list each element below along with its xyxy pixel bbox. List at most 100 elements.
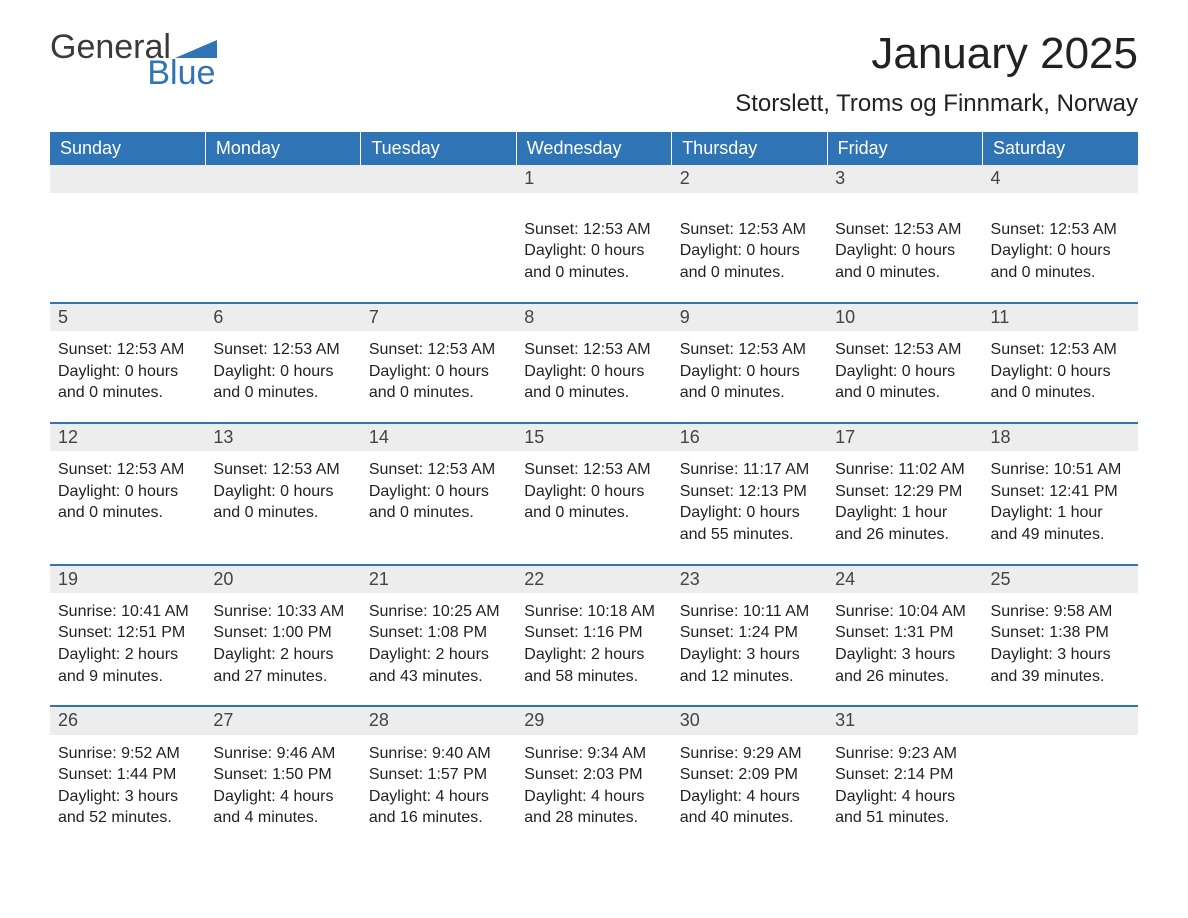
sunset-line: Sunset: 1:08 PM: [369, 622, 508, 644]
day-content-cell: Sunrise: 9:29 AMSunset: 2:09 PMDaylight:…: [672, 735, 827, 847]
sunrise-line: Sunrise: 9:29 AM: [680, 743, 819, 765]
sunset-line: Sunset: 12:53 AM: [369, 459, 508, 481]
day-number-cell: 10: [827, 304, 982, 331]
sunrise-line: Sunrise: 9:40 AM: [369, 743, 508, 765]
content-row: Sunset: 12:53 AMDaylight: 0 hours and 0 …: [50, 331, 1138, 423]
sunset-line: Sunset: 1:57 PM: [369, 764, 508, 786]
sunset-line: Sunset: 12:53 AM: [991, 339, 1130, 361]
day-content-cell: Sunset: 12:53 AMDaylight: 0 hours and 0 …: [983, 331, 1138, 423]
day-content-cell: Sunrise: 9:40 AMSunset: 1:57 PMDaylight:…: [361, 735, 516, 847]
day-header: Wednesday: [516, 132, 671, 165]
sunset-line: Sunset: 12:13 PM: [680, 481, 819, 503]
day-number-cell: 5: [50, 304, 205, 331]
sunset-line: Sunset: 12:53 AM: [213, 339, 352, 361]
sunrise-line: Sunrise: 10:33 AM: [213, 601, 352, 623]
day-header-row: Sunday Monday Tuesday Wednesday Thursday…: [50, 132, 1138, 165]
sunset-line: Sunset: 12:51 PM: [58, 622, 197, 644]
daylight-line: Daylight: 4 hours and 16 minutes.: [369, 786, 508, 829]
daylight-line: Daylight: 0 hours and 0 minutes.: [680, 240, 819, 283]
day-header: Monday: [205, 132, 360, 165]
sunset-line: Sunset: 12:41 PM: [991, 481, 1130, 503]
daylight-line: Daylight: 4 hours and 51 minutes.: [835, 786, 974, 829]
daynum-row: 12131415161718: [50, 424, 1138, 451]
day-number-cell: 3: [827, 165, 982, 192]
sunrise-line: Sunrise: 9:52 AM: [58, 743, 197, 765]
day-number-cell: 20: [205, 566, 360, 593]
day-content-cell: Sunrise: 11:02 AMSunset: 12:29 PMDayligh…: [827, 451, 982, 564]
daylight-line: Daylight: 0 hours and 0 minutes.: [369, 361, 508, 404]
day-content-cell: [361, 211, 516, 303]
day-header: Friday: [827, 132, 982, 165]
daylight-line: Daylight: 0 hours and 0 minutes.: [991, 240, 1130, 283]
day-content-cell: Sunset: 12:53 AMDaylight: 0 hours and 0 …: [50, 451, 205, 564]
content-row: Sunrise: 9:52 AMSunset: 1:44 PM Daylight:…: [50, 735, 1138, 847]
daylight-line: Daylight: 4 hours and 4 minutes.: [213, 786, 352, 829]
sunrise-line: Sunrise: 9:58 AM: [991, 601, 1130, 623]
sunset-line: Sunset: 12:53 AM: [58, 459, 197, 481]
day-number-cell: 18: [983, 424, 1138, 451]
daylight-line: Daylight: 2 hours and 27 minutes.: [213, 644, 352, 687]
sunset-line: Sunset: 1:00 PM: [213, 622, 352, 644]
title-block: January 2025 Storslett, Troms og Finnmar…: [735, 30, 1138, 132]
day-number-cell: 21: [361, 566, 516, 593]
sunset-line: Sunset: 12:53 AM: [369, 339, 508, 361]
day-content-cell: Sunrise: 10:11 AMSunset: 1:24 PMDaylight…: [672, 593, 827, 706]
daynum-row: 567891011: [50, 304, 1138, 331]
sunset-line: Sunset: 1:31 PM: [835, 622, 974, 644]
day-content-cell: Sunrise: 9:58 AMSunset: 1:38 PMDaylight:…: [983, 593, 1138, 706]
day-number-cell: 29: [516, 707, 671, 734]
day-number-cell: 13: [205, 424, 360, 451]
daylight-line: Daylight: 0 hours and 55 minutes.: [680, 502, 819, 545]
sunrise-line: Sunrise: 11:17 AM: [680, 459, 819, 481]
content-row: Sunrise: 10:41 AMSunset: 12:51 PMDayligh…: [50, 593, 1138, 706]
day-content-cell: Sunrise: 9:52 AMSunset: 1:44 PMDaylight:…: [50, 735, 205, 847]
sunset-line: Sunset: 1:44 PM: [58, 764, 197, 786]
day-content-cell: Sunrise: 10:33 AMSunset: 1:00 PMDaylight…: [205, 593, 360, 706]
day-header: Saturday: [983, 132, 1138, 165]
day-number-cell: [205, 165, 360, 192]
day-number-cell: 23: [672, 566, 827, 593]
sunrise-line: Sunrise: 9:23 AM: [835, 743, 974, 765]
day-content-cell: Sunrise: 9:34 AMSunset: 2:03 PMDaylight:…: [516, 735, 671, 847]
sunrise-line: Sunrise: 10:04 AM: [835, 601, 974, 623]
sunrise-line: Sunrise: 11:02 AM: [835, 459, 974, 481]
content-row: Sunset: 12:53 AMDaylight: 0 hours and 0 …: [50, 211, 1138, 303]
daylight-line: Daylight: 0 hours and 0 minutes.: [213, 481, 352, 524]
calendar-body: 1234Sunset: 12:53 AMDaylight: 0 hours an…: [50, 165, 1138, 847]
day-number-cell: 16: [672, 424, 827, 451]
day-number-cell: 1: [516, 165, 671, 192]
daylight-line: Daylight: 0 hours and 0 minutes.: [58, 361, 197, 404]
day-number-cell: 8: [516, 304, 671, 331]
daylight-line: Daylight: 2 hours and 58 minutes.: [524, 644, 663, 687]
day-number-cell: 26: [50, 707, 205, 734]
day-content-cell: Sunrise: 10:41 AMSunset: 12:51 PMDayligh…: [50, 593, 205, 706]
day-number-cell: 15: [516, 424, 671, 451]
day-content-cell: [50, 211, 205, 303]
day-number-cell: [50, 165, 205, 192]
header-row: General Blue January 2025 Storslett, Tro…: [50, 30, 1138, 132]
day-header: Tuesday: [361, 132, 516, 165]
daynum-row: 1234: [50, 165, 1138, 192]
sunset-line: Sunset: 12:53 AM: [58, 339, 197, 361]
daylight-line: Daylight: 0 hours and 0 minutes.: [524, 240, 663, 283]
daylight-line: Daylight: 0 hours and 0 minutes.: [524, 481, 663, 524]
daynum-row: 262728293031: [50, 707, 1138, 734]
sunset-line: Sunset: 12:53 AM: [680, 339, 819, 361]
daylight-line: Daylight: 0 hours and 0 minutes.: [524, 361, 663, 404]
day-number-cell: 2: [672, 165, 827, 192]
sunrise-line: Sunrise: 10:18 AM: [524, 601, 663, 623]
day-content-cell: Sunset: 12:53 AMDaylight: 0 hours and 0 …: [516, 331, 671, 423]
day-number-cell: 22: [516, 566, 671, 593]
day-content-cell: Sunset: 12:53 AMDaylight: 0 hours and 0 …: [516, 211, 671, 303]
day-number-cell: [983, 707, 1138, 734]
sunset-line: Sunset: 12:29 PM: [835, 481, 974, 503]
daylight-line: Daylight: 3 hours and 39 minutes.: [991, 644, 1130, 687]
sunset-line: Sunset: 1:50 PM: [213, 764, 352, 786]
day-content-cell: Sunrise: 10:18 AMSunset: 1:16 PMDaylight…: [516, 593, 671, 706]
daylight-line: Daylight: 1 hour and 26 minutes.: [835, 502, 974, 545]
sunset-line: Sunset: 2:14 PM: [835, 764, 974, 786]
spacer-row: [50, 193, 1138, 211]
sunrise-line: Sunrise: 10:25 AM: [369, 601, 508, 623]
daylight-line: Daylight: 0 hours and 0 minutes.: [835, 240, 974, 283]
sunset-line: Sunset: 12:53 AM: [524, 219, 663, 241]
